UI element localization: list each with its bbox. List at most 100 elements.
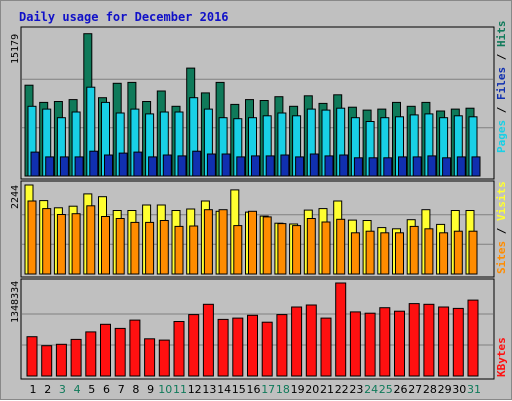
pages-bar (471, 156, 481, 177)
day-label: 7 (118, 383, 125, 396)
middle-panel-max-label: 2244 (10, 185, 21, 209)
pages-bar (324, 155, 334, 177)
day-label: 23 (349, 383, 363, 396)
kbytes-bar (41, 345, 53, 377)
pages-bar (162, 154, 172, 177)
pages-bar (104, 154, 113, 177)
day-label: 14 (217, 383, 231, 396)
day-label: 29 (438, 383, 452, 396)
pages-bar (59, 156, 69, 177)
kbytes-bar (467, 299, 479, 377)
sites-bar (395, 232, 404, 275)
day-label: 19 (291, 383, 305, 396)
pages-bar (118, 152, 128, 177)
day-label: 25 (379, 383, 393, 396)
day-label: 6 (103, 383, 110, 396)
day-label: 20 (305, 383, 319, 396)
kbytes-bar (232, 317, 244, 377)
kbytes-bar (335, 282, 347, 377)
sites-bar (336, 218, 346, 275)
pages-bar (133, 151, 143, 177)
day-label: 24 (364, 383, 378, 396)
day-label: 27 (408, 383, 422, 396)
day-label: 5 (88, 383, 95, 396)
kbytes-bar (305, 304, 317, 377)
kbytes-bar (173, 321, 185, 377)
kbytes-bar (379, 307, 391, 377)
top-panel-legend: Pages / Files / Hits (495, 21, 508, 154)
kbytes-bar (423, 303, 435, 377)
day-labels: 1 2 3 4 5 6 7 8 9 10 11 12 13 14 15 16 17 18 19 20 21 22 23 24 2… (30, 383, 482, 396)
pages-bar (265, 155, 275, 177)
day-label: 21 (320, 383, 334, 396)
sites-bar (42, 208, 52, 275)
sites-bar (233, 225, 243, 275)
kbytes-bar (202, 303, 214, 377)
day-label: 10 (158, 383, 172, 396)
sites-bar (277, 223, 287, 275)
pages-bar (192, 150, 202, 177)
sites-bar (218, 209, 228, 275)
sites-bar (71, 213, 81, 275)
kbytes-bar (100, 323, 111, 377)
legend-sites: Sites (495, 241, 508, 274)
sites-bar (365, 230, 375, 275)
sites-bar (115, 218, 125, 275)
pages-bar (30, 151, 40, 177)
sites-bar (27, 200, 37, 275)
sites-bar (453, 230, 463, 275)
kbytes-bar (349, 311, 361, 377)
day-label: 3 (59, 383, 66, 396)
pages-bar (251, 155, 260, 177)
pages-bar (206, 153, 216, 177)
legend-separator: / (495, 221, 508, 241)
day-label: 11 (173, 383, 187, 396)
pages-bar (398, 156, 407, 177)
sites-bar (321, 221, 331, 275)
legend-hits: Hits (495, 21, 508, 48)
middle-panel-legend: Sites / Visits (495, 181, 508, 274)
pages-bar (427, 155, 437, 177)
kbytes-bar (217, 318, 229, 377)
pages-bar (280, 154, 290, 177)
sites-bar (292, 225, 302, 275)
kbytes-bar (394, 310, 405, 377)
pages-bar (353, 157, 363, 177)
kbytes-bar (438, 306, 450, 377)
sites-bar (145, 221, 155, 275)
day-label: 12 (188, 383, 202, 396)
day-label: 30 (452, 383, 466, 396)
pages-bar (221, 153, 231, 177)
sites-bar (306, 218, 316, 275)
pages-bar (148, 156, 158, 177)
sites-bar (468, 230, 478, 275)
kbytes-bar (364, 312, 376, 377)
bars-layer (24, 33, 481, 377)
sites-bar (350, 232, 360, 275)
legend-pages: Pages (495, 120, 508, 153)
kbytes-bar (408, 303, 420, 377)
day-label: 31 (467, 383, 481, 396)
kbytes-bar (276, 314, 288, 377)
kbytes-bar (55, 343, 67, 377)
legend-files: Files (495, 67, 508, 100)
kbytes-bar (261, 321, 273, 377)
sites-bar (409, 225, 419, 275)
day-label: 9 (147, 383, 154, 396)
pages-bar (412, 156, 422, 177)
sites-bar (203, 209, 213, 275)
day-label: 28 (423, 383, 437, 396)
pages-bar (368, 157, 378, 177)
day-label: 1 (30, 383, 37, 396)
kbytes-bar (144, 338, 156, 377)
legend-separator: / (495, 47, 508, 67)
legend-visits: Visits (495, 181, 508, 221)
day-label: 22 (335, 383, 349, 396)
sites-bar (101, 216, 110, 275)
pages-bar (456, 156, 466, 177)
day-label: 4 (74, 383, 81, 396)
sites-bar (380, 232, 390, 275)
sites-bar (174, 225, 184, 275)
pages-bar (383, 157, 393, 177)
